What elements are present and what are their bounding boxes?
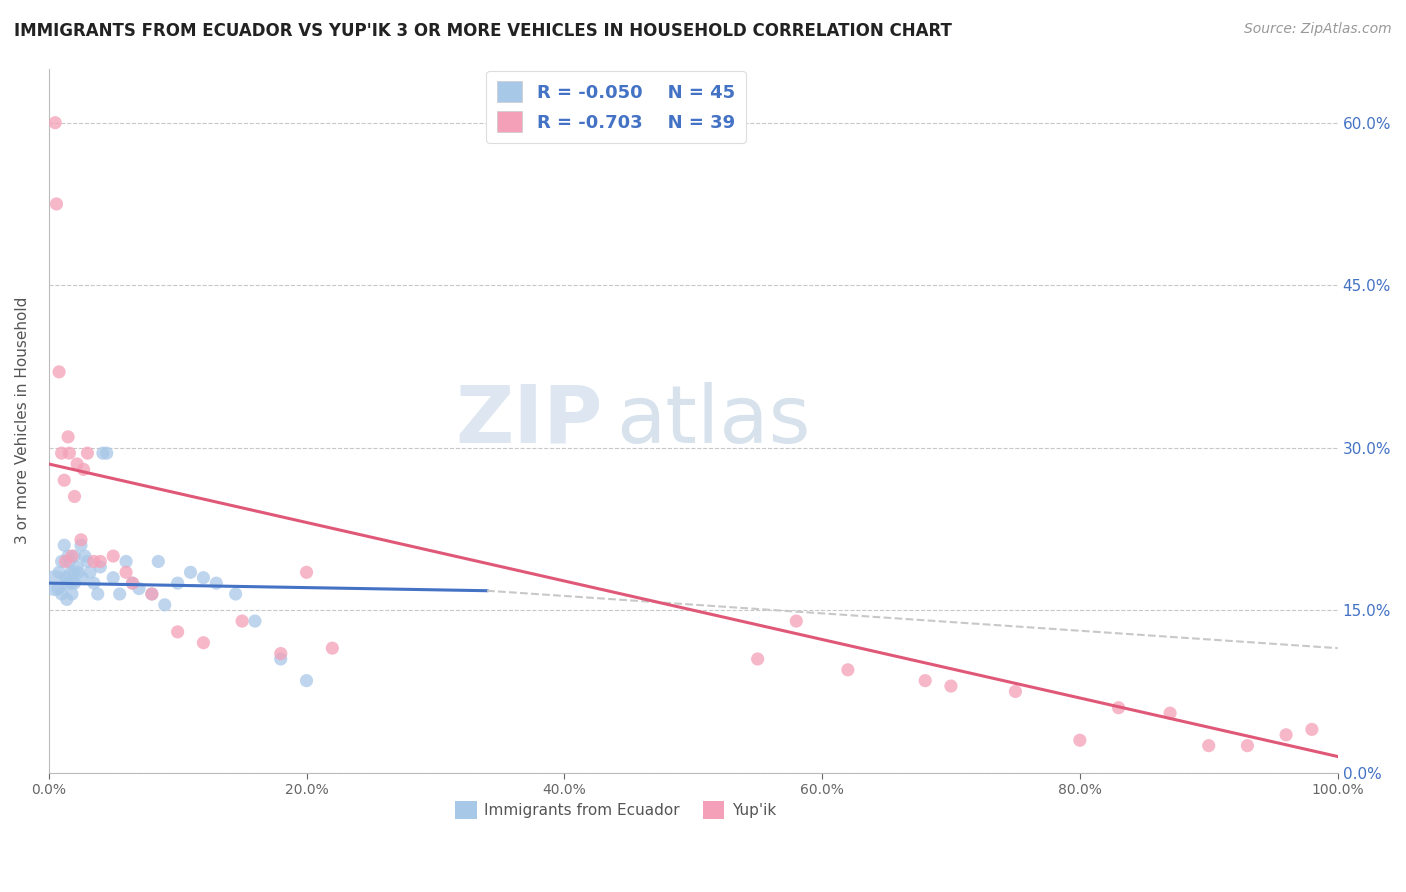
Point <box>1198 739 1220 753</box>
Point <box>58 554 80 568</box>
Point <box>70 538 93 552</box>
Point <box>166 624 188 639</box>
Point <box>166 576 188 591</box>
Point <box>83 554 105 568</box>
Point <box>747 652 769 666</box>
Y-axis label: 3 or more Vehicles in Household: 3 or more Vehicles in Household <box>15 297 30 544</box>
Point <box>115 554 138 568</box>
Point <box>45 197 67 211</box>
Point <box>141 587 163 601</box>
Point <box>1108 700 1130 714</box>
Point <box>56 592 79 607</box>
Point <box>56 576 79 591</box>
Point <box>148 554 170 568</box>
Point <box>103 571 125 585</box>
Legend: Immigrants from Ecuador, Yup'ik: Immigrants from Ecuador, Yup'ik <box>450 795 782 825</box>
Point <box>44 576 66 591</box>
Text: atlas: atlas <box>616 382 810 459</box>
Point <box>91 446 114 460</box>
Point <box>76 446 98 460</box>
Point <box>63 576 86 591</box>
Point <box>60 549 83 563</box>
Point <box>89 554 111 568</box>
Point <box>66 560 89 574</box>
Point <box>1004 684 1026 698</box>
Point <box>55 554 77 568</box>
Point <box>46 582 69 596</box>
Point <box>62 566 84 580</box>
Text: Source: ZipAtlas.com: Source: ZipAtlas.com <box>1244 22 1392 37</box>
Point <box>72 462 94 476</box>
Point <box>51 446 73 460</box>
Point <box>785 614 807 628</box>
Point <box>295 673 318 688</box>
Point <box>96 446 118 460</box>
Point <box>87 587 110 601</box>
Point <box>193 636 215 650</box>
Point <box>55 571 77 585</box>
Point <box>1275 728 1298 742</box>
Point <box>108 587 131 601</box>
Point <box>60 587 83 601</box>
Point <box>121 576 143 591</box>
Point <box>63 490 86 504</box>
Point <box>63 549 86 563</box>
Point <box>321 641 343 656</box>
Point <box>1069 733 1091 747</box>
Point <box>128 582 150 596</box>
Point <box>53 473 76 487</box>
Point <box>205 576 228 591</box>
Point <box>1159 706 1181 720</box>
Point <box>270 652 292 666</box>
Point <box>1236 739 1258 753</box>
Point <box>180 566 202 580</box>
Point <box>76 554 98 568</box>
Point <box>837 663 859 677</box>
Point <box>60 576 83 591</box>
Point <box>231 614 253 628</box>
Point <box>48 365 70 379</box>
Point <box>56 430 79 444</box>
Point <box>59 566 82 580</box>
Point <box>44 116 66 130</box>
Text: ZIP: ZIP <box>456 382 603 459</box>
Point <box>53 538 76 552</box>
Point <box>193 571 215 585</box>
Point <box>243 614 266 628</box>
Point <box>66 457 89 471</box>
Point <box>67 566 90 580</box>
Point <box>115 566 138 580</box>
Point <box>270 647 292 661</box>
Point <box>225 587 247 601</box>
Point <box>56 549 79 563</box>
Point <box>72 571 94 585</box>
Point <box>103 549 125 563</box>
Point <box>79 566 101 580</box>
Point <box>89 560 111 574</box>
Point <box>73 549 96 563</box>
Point <box>914 673 936 688</box>
Point <box>48 566 70 580</box>
Text: IMMIGRANTS FROM ECUADOR VS YUP'IK 3 OR MORE VEHICLES IN HOUSEHOLD CORRELATION CH: IMMIGRANTS FROM ECUADOR VS YUP'IK 3 OR M… <box>14 22 952 40</box>
Point <box>939 679 962 693</box>
Point <box>1301 723 1323 737</box>
Point <box>51 554 73 568</box>
Point <box>295 566 318 580</box>
Point <box>83 576 105 591</box>
Point <box>58 446 80 460</box>
Point <box>121 576 143 591</box>
Point <box>141 587 163 601</box>
Point <box>153 598 176 612</box>
Point <box>51 587 73 601</box>
Point <box>70 533 93 547</box>
